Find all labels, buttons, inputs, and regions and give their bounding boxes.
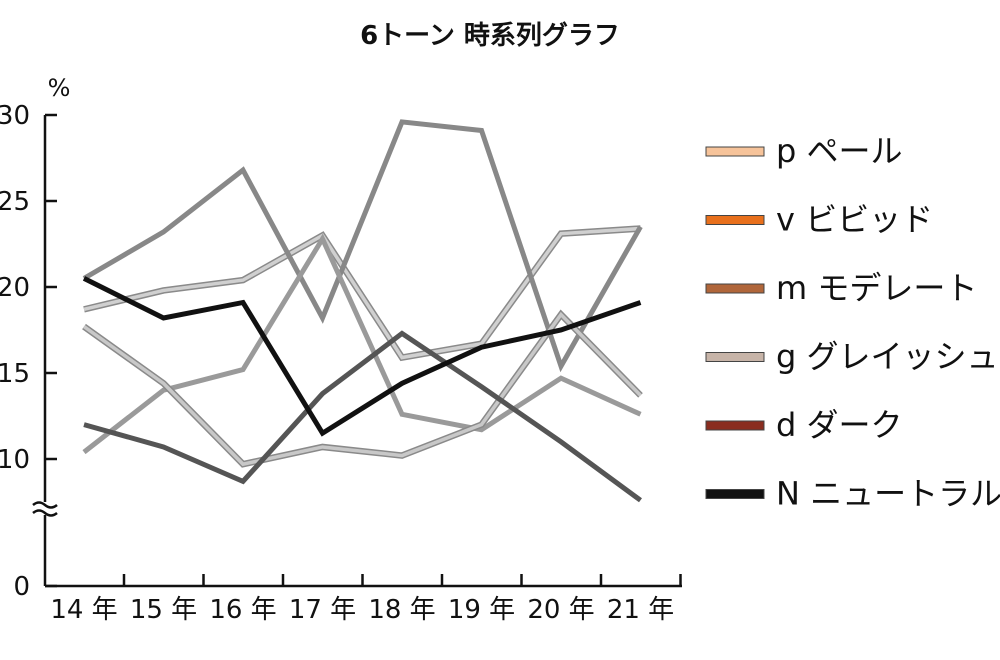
series-line xyxy=(83,226,641,360)
x-tick-label: 18 年 xyxy=(368,595,435,625)
legend-label: d ダーク xyxy=(776,406,903,444)
x-tick-label: 17 年 xyxy=(289,595,356,625)
y-tick-label: 10 xyxy=(0,445,30,475)
y-tick-label: 20 xyxy=(0,273,30,303)
legend-label: g グレイッシュ xyxy=(776,338,999,376)
y-tick-label: 30 xyxy=(0,101,30,131)
axes xyxy=(32,115,682,588)
x-tick-label: 14 年 xyxy=(50,595,117,625)
y-tick-label: 15 xyxy=(0,359,30,389)
series-line xyxy=(82,119,643,373)
legend-label: p ペール xyxy=(776,132,903,170)
legend-swatch xyxy=(705,215,765,225)
series-line xyxy=(82,276,642,437)
x-tick-label: 20 年 xyxy=(527,595,594,625)
x-tick-label: 21 年 xyxy=(607,595,674,625)
x-tick-label: 19 年 xyxy=(448,595,515,625)
series-line-outline xyxy=(83,225,641,362)
legend-label: m モデレート xyxy=(776,269,977,307)
y-axis-unit-label: % xyxy=(48,74,71,102)
y-tick-label: 25 xyxy=(0,187,30,217)
legend-label: N ニュートラル xyxy=(776,475,1000,513)
y-axis-break-mark xyxy=(32,501,58,517)
series-line xyxy=(83,330,642,503)
legend-item: N ニュートラル xyxy=(705,475,1000,513)
legend-item: d ダーク xyxy=(705,406,903,444)
legend-label: v ビビッド xyxy=(776,201,933,239)
y-ticks: 0 10 15 20 25 30 xyxy=(0,101,57,602)
legend: p ペール v ビビッド m モデレート g グレイッシュ d ダーク N ニュートラル xyxy=(705,132,1000,513)
legend-swatch xyxy=(705,146,765,157)
legend-swatch xyxy=(705,420,765,431)
x-tick-label: 15 年 xyxy=(130,595,197,625)
legend-swatch xyxy=(705,283,765,294)
legend-item: g グレイッシュ xyxy=(705,338,999,376)
series-line xyxy=(82,233,642,455)
legend-item: v ビビッド xyxy=(705,201,933,239)
chart-title: 6トーン 時系列グラフ xyxy=(360,21,620,51)
legend-item: p ペール xyxy=(705,132,903,170)
legend-item: m モデレート xyxy=(705,269,977,307)
x-tick-label: 16 年 xyxy=(209,595,276,625)
x-ticks: 14 年 15 年 16 年 17 年 18 年 19 年 20 年 21 年 xyxy=(50,574,682,625)
legend-swatch xyxy=(705,352,765,362)
legend-swatch xyxy=(705,489,765,499)
y-tick-label: 0 xyxy=(13,572,30,602)
series-lines xyxy=(82,119,643,503)
